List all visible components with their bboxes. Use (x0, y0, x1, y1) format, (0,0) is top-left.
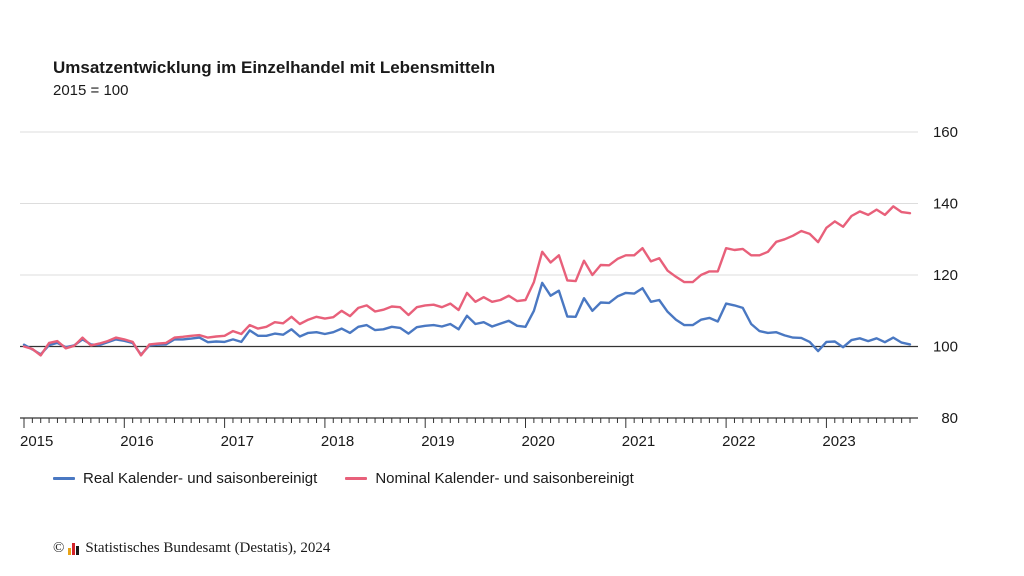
y-tick-label: 160 (933, 124, 958, 141)
legend-item-real: Real Kalender- und saisonbereinigt (53, 470, 317, 487)
legend-swatch-nominal (345, 477, 368, 480)
y-tick-label: 140 (933, 196, 958, 213)
legend-swatch-real (53, 477, 75, 480)
x-tick-label: 2022 (722, 433, 755, 450)
x-tick-label: 2021 (622, 433, 655, 450)
y-tick-label: 80 (941, 410, 958, 427)
series-line-real (22, 281, 912, 356)
chart-title: Umsatzentwicklung im Einzelhandel mit Le… (53, 58, 496, 77)
x-tick-label: 2023 (822, 433, 855, 450)
destatis-logo-icon (68, 542, 80, 555)
x-tick-label: 2020 (522, 433, 555, 450)
chart-legend: Real Kalender- und saisonbereinigt Nomin… (53, 470, 662, 487)
x-tick-label: 2017 (221, 433, 254, 450)
x-tick-label: 2015 (20, 433, 53, 450)
legend-item-nominal: Nominal Kalender- und saisonbereinigt (345, 470, 634, 487)
copyright-icon: © (53, 540, 65, 556)
legend-label-real: Real Kalender- und saisonbereinigt (83, 470, 318, 487)
x-tick-label: 2018 (321, 433, 354, 450)
chart-subtitle: 2015 = 100 (53, 82, 129, 99)
y-tick-label: 120 (933, 267, 958, 284)
source-text: Statistisches Bundesamt (Destatis), 2024 (85, 540, 331, 556)
source-footer: © Statistisches Bundesamt (Destatis), 20… (53, 540, 330, 557)
series-line-nominal (22, 205, 912, 357)
x-tick-label: 2016 (120, 433, 153, 450)
y-tick-label: 100 (933, 339, 958, 356)
x-tick-label: 2019 (421, 433, 454, 450)
legend-label-nominal: Nominal Kalender- und saisonbereinigt (375, 470, 634, 487)
